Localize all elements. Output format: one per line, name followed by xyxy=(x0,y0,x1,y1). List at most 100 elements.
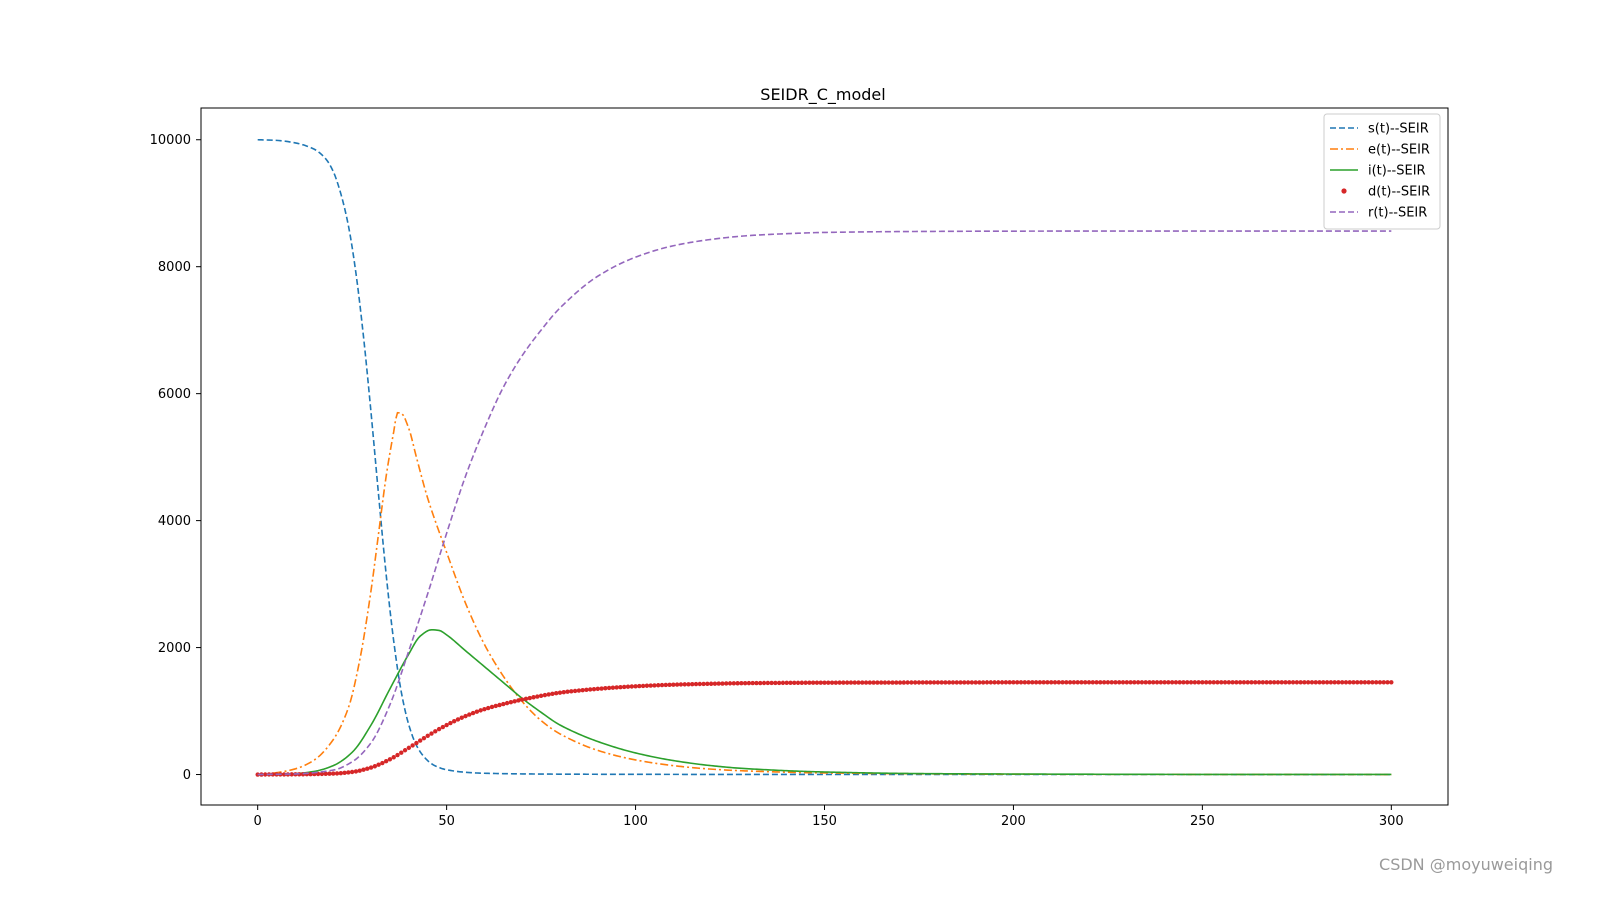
data-point xyxy=(349,769,355,775)
data-point xyxy=(901,680,907,685)
data-point xyxy=(614,685,619,690)
data-point xyxy=(1381,680,1386,685)
data-point xyxy=(1071,680,1077,685)
data-point xyxy=(810,680,816,685)
data-point xyxy=(595,686,600,692)
data-point xyxy=(739,681,744,686)
data-point xyxy=(1351,680,1356,685)
data-point xyxy=(909,680,914,685)
data-point xyxy=(1336,680,1341,685)
data-point xyxy=(1294,680,1300,685)
data-point xyxy=(690,681,695,687)
data-point xyxy=(981,680,986,685)
data-point xyxy=(1385,680,1390,685)
data-point xyxy=(538,693,544,699)
data-point xyxy=(402,748,408,753)
data-point xyxy=(455,717,461,722)
data-point xyxy=(470,710,476,716)
data-point xyxy=(860,680,865,685)
data-point xyxy=(712,681,718,686)
data-point xyxy=(780,680,786,686)
data-point xyxy=(1290,680,1296,685)
data-point xyxy=(387,757,393,762)
data-point xyxy=(1143,680,1148,685)
data-point xyxy=(992,680,997,685)
data-point xyxy=(693,681,699,687)
data-point xyxy=(1064,680,1069,685)
data-point xyxy=(867,680,873,685)
data-point xyxy=(1343,680,1349,685)
data-point xyxy=(1358,680,1364,685)
data-point xyxy=(1022,680,1027,685)
data-point xyxy=(1045,680,1050,685)
data-point xyxy=(890,680,895,685)
series-line xyxy=(257,411,1392,776)
data-point xyxy=(414,740,419,746)
data-point xyxy=(569,689,574,694)
data-point xyxy=(1067,680,1073,685)
data-point xyxy=(580,687,585,693)
data-point xyxy=(659,682,665,688)
data-point xyxy=(724,681,729,686)
data-point xyxy=(372,764,378,769)
data-point xyxy=(270,772,275,777)
y-tick-label: 6000 xyxy=(158,387,191,402)
data-point xyxy=(429,731,434,736)
x-tick-label: 150 xyxy=(812,814,837,829)
data-point xyxy=(1305,680,1311,685)
data-point xyxy=(958,680,963,685)
legend-item: e(t)--SEIR xyxy=(1330,143,1430,158)
data-point xyxy=(1268,680,1273,685)
data-point xyxy=(346,770,351,775)
data-point xyxy=(1200,680,1205,685)
data-point xyxy=(493,703,498,709)
data-point xyxy=(792,680,797,685)
data-point xyxy=(1366,680,1371,685)
series-line xyxy=(257,138,1392,776)
data-point xyxy=(550,691,555,696)
data-point xyxy=(807,680,812,685)
data-point xyxy=(319,771,325,777)
series-d(t)--SEIR xyxy=(255,680,1394,777)
data-point xyxy=(410,743,415,748)
data-point xyxy=(1226,680,1232,685)
data-point xyxy=(1260,680,1266,685)
data-point xyxy=(1188,680,1194,685)
data-point xyxy=(1283,680,1288,685)
data-point xyxy=(720,681,725,686)
data-point xyxy=(769,680,774,686)
data-point xyxy=(950,680,956,685)
data-point xyxy=(1120,680,1126,685)
data-point xyxy=(1313,680,1318,685)
data-point xyxy=(954,680,959,685)
data-point xyxy=(1362,680,1368,685)
data-point xyxy=(1109,680,1114,685)
x-axis: 0 50 100 150 200 250 300 xyxy=(254,805,1404,829)
data-point xyxy=(588,687,593,692)
data-point xyxy=(667,682,672,688)
legend-label: d(t)--SEIR xyxy=(1368,185,1430,200)
data-point xyxy=(799,680,805,685)
y-tick-label: 10000 xyxy=(150,133,191,148)
data-point xyxy=(1177,680,1182,685)
data-point xyxy=(1075,680,1080,685)
data-point xyxy=(935,680,941,685)
data-point xyxy=(939,680,944,685)
data-point xyxy=(459,715,464,720)
data-point xyxy=(678,682,684,687)
data-point xyxy=(399,750,404,755)
data-point xyxy=(531,695,536,700)
y-axis: 0 2000 4000 6000 8000 10000 xyxy=(150,133,201,783)
legend-label: e(t)--SEIR xyxy=(1368,143,1430,158)
data-point xyxy=(1253,680,1258,685)
data-point xyxy=(916,680,922,685)
data-point xyxy=(327,771,332,776)
series-s(t)--SEIR xyxy=(257,138,1392,776)
data-point xyxy=(875,680,880,685)
data-point xyxy=(1003,680,1009,685)
data-point xyxy=(1185,680,1190,685)
data-point xyxy=(561,689,566,695)
data-point xyxy=(1317,680,1322,685)
data-point xyxy=(1090,680,1095,685)
